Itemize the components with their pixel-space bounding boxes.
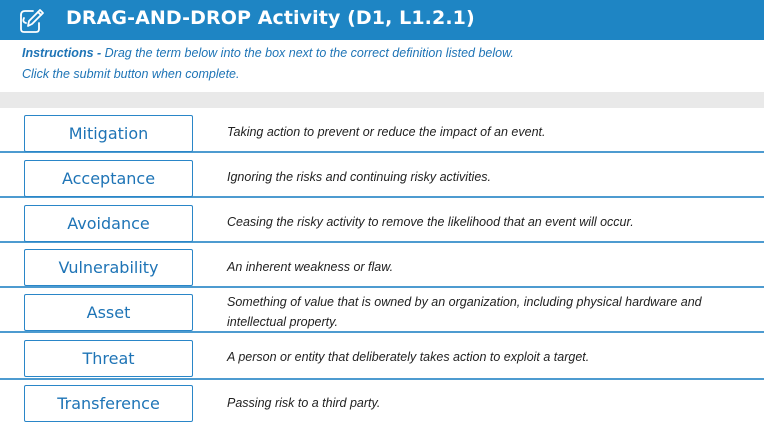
instructions-line-1: Instructions - Drag the term below into … (22, 46, 514, 60)
instructions-label: Instructions - (22, 46, 102, 60)
match-row: Transference Passing risk to a third par… (0, 380, 764, 425)
term-card-threat[interactable]: Threat (24, 340, 193, 377)
match-row: Acceptance Ignoring the risks and contin… (0, 153, 764, 198)
match-row: Mitigation Taking action to prevent or r… (0, 108, 764, 153)
instructions-panel: Instructions - Drag the term below into … (0, 40, 764, 92)
match-list: Mitigation Taking action to prevent or r… (0, 108, 764, 431)
definition-text: Passing risk to a third party. (227, 396, 381, 410)
activity-header: DRAG-AND-DROP Activity (D1, L1.2.1) (0, 0, 764, 40)
definition-text: Something of value that is owned by an o… (227, 295, 702, 329)
instructions-line-2: Click the submit button when complete. (22, 67, 240, 81)
term-card-mitigation[interactable]: Mitigation (24, 115, 193, 152)
term-card-vulnerability[interactable]: Vulnerability (24, 249, 193, 286)
match-row: Threat A person or entity that deliberat… (0, 335, 764, 380)
match-row: Vulnerability An inherent weakness or fl… (0, 243, 764, 288)
match-row: Asset Something of value that is owned b… (0, 288, 764, 333)
definition-text: Ignoring the risks and continuing risky … (227, 170, 492, 184)
definition-text: A person or entity that deliberately tak… (227, 350, 590, 364)
term-card-acceptance[interactable]: Acceptance (24, 160, 193, 197)
match-row: Avoidance Ceasing the risky activity to … (0, 198, 764, 243)
definition-text: An inherent weakness or flaw. (227, 260, 394, 274)
definition-text: Ceasing the risky activity to remove the… (227, 215, 634, 229)
term-card-avoidance[interactable]: Avoidance (24, 205, 193, 242)
definition-text: Taking action to prevent or reduce the i… (227, 125, 546, 139)
instructions-text-1: Drag the term below into the box next to… (101, 46, 514, 60)
term-card-transference[interactable]: Transference (24, 385, 193, 422)
term-card-asset[interactable]: Asset (24, 294, 193, 331)
page-title: DRAG-AND-DROP Activity (D1, L1.2.1) (66, 7, 475, 29)
pencil-edit-icon (20, 9, 44, 33)
